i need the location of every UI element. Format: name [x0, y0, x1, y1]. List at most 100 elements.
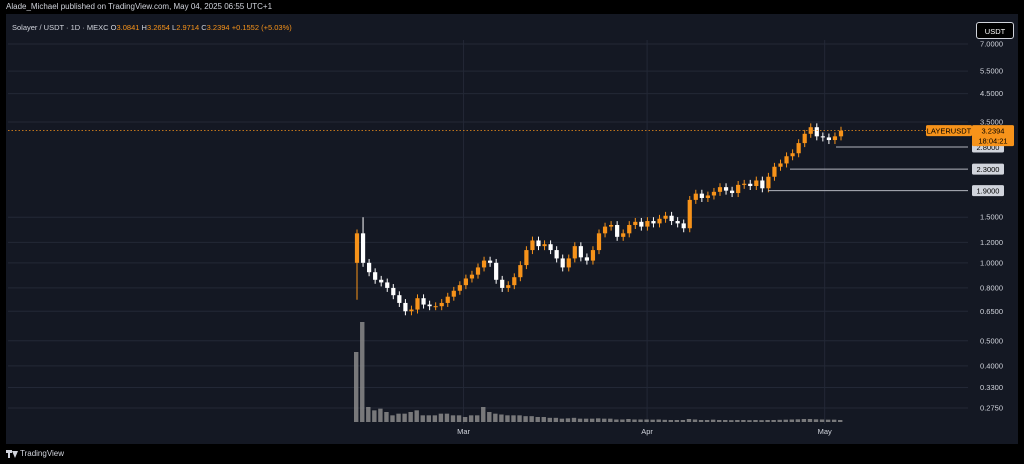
volume-bar	[420, 415, 425, 422]
volume-bar	[747, 420, 752, 422]
volume-bar	[517, 415, 522, 422]
candle-body	[663, 215, 668, 219]
candle-body	[687, 199, 692, 229]
candle-body	[742, 183, 747, 185]
y-tick-label: 0.6500	[980, 307, 1003, 316]
candle-body	[524, 250, 529, 266]
candle-body	[699, 193, 704, 198]
published-text: Alade_Michael published on TradingView.c…	[6, 2, 273, 11]
candle-body	[615, 224, 620, 237]
chart-panel[interactable]	[6, 14, 1018, 444]
volume-bar	[674, 420, 680, 422]
volume-bar	[838, 420, 843, 422]
volume-bar	[493, 413, 498, 422]
y-tick-label: 0.2750	[980, 404, 1003, 413]
candle-body	[639, 221, 644, 227]
candle-body	[657, 218, 662, 224]
close-value: 3.2394	[206, 23, 230, 32]
volume-bar	[390, 415, 395, 422]
candle-body	[379, 279, 384, 283]
published-header: Alade_Michael published on TradingView.c…	[0, 0, 1024, 14]
candle-body	[754, 180, 759, 187]
candle-body	[391, 287, 396, 296]
y-tick-label: 4.5000	[980, 89, 1003, 98]
candle-body	[439, 302, 444, 307]
x-tick-label: Apr	[641, 427, 653, 436]
volume-bar	[765, 420, 770, 422]
candle-body	[730, 190, 735, 194]
candle-body	[602, 226, 608, 234]
candle-body	[826, 137, 831, 141]
volume-bar	[384, 412, 389, 422]
candle-body	[433, 306, 438, 308]
y-tick-label: 1.5000	[980, 213, 1003, 222]
symbol-title: Solayer / USDT · 1D · MEXC	[12, 23, 109, 32]
volume-bar	[801, 419, 807, 422]
y-tick-label: 5.5000	[980, 67, 1003, 76]
candle-body	[651, 221, 656, 224]
currency-button[interactable]: USDT	[976, 22, 1014, 39]
volume-bar	[626, 419, 631, 422]
volume-bar	[825, 419, 831, 422]
candle-body	[838, 130, 844, 137]
candle-body	[590, 250, 596, 261]
candle-body	[427, 304, 432, 307]
volume-bar	[511, 415, 516, 422]
volume-bar	[523, 416, 528, 422]
volume-bar	[468, 415, 474, 422]
candle-body	[512, 277, 517, 286]
candle-body	[675, 221, 680, 224]
candle-body	[748, 183, 753, 187]
volume-bar	[577, 418, 583, 422]
candle-body	[518, 265, 523, 278]
volume-bar	[729, 420, 734, 422]
candle-body	[832, 136, 838, 141]
candle-body	[609, 224, 614, 227]
volume-bar	[795, 419, 801, 422]
high-label: H	[141, 23, 147, 32]
volume-bar	[589, 418, 595, 422]
candle-body	[360, 233, 366, 263]
candle-body	[760, 180, 765, 189]
volume-bar	[638, 419, 643, 422]
volume-bar	[680, 420, 686, 422]
volume-bar	[704, 420, 710, 422]
volume-bar	[717, 420, 722, 422]
volume-bar	[807, 419, 813, 422]
volume-bar	[396, 413, 401, 422]
volume-bar	[789, 419, 794, 422]
candle-body	[403, 302, 408, 312]
candle-body	[494, 262, 499, 280]
candle-body	[596, 233, 602, 251]
volume-bar	[602, 418, 607, 422]
volume-bar	[450, 415, 456, 422]
volume-bar	[783, 419, 788, 422]
candle-body	[554, 250, 559, 259]
candle-body	[373, 272, 378, 280]
candle-body	[506, 285, 511, 288]
level-label: 1.9000	[977, 187, 1000, 196]
x-tick-label: Mar	[457, 427, 470, 436]
volume-bar	[668, 420, 673, 422]
candle-body	[409, 309, 414, 312]
candle-body	[814, 127, 819, 137]
volume-bar	[366, 407, 371, 422]
open-label: O	[110, 23, 117, 32]
volume-bar	[354, 352, 359, 422]
volume-bar	[559, 418, 565, 422]
current-price-badge	[972, 125, 1014, 147]
volume-bar	[438, 413, 444, 422]
candle-body	[766, 176, 771, 189]
candle-body	[796, 143, 801, 154]
volume-bar	[499, 414, 504, 422]
y-tick-label: 0.5000	[980, 336, 1003, 345]
volume-bar	[698, 420, 704, 422]
volume-bar	[414, 410, 419, 422]
close-label: C	[201, 23, 207, 32]
current-price-label: 3.2394	[982, 127, 1005, 136]
candle-body	[584, 257, 589, 261]
volume-bar	[656, 419, 661, 422]
candle-body	[481, 260, 487, 268]
candle-body	[633, 221, 638, 225]
